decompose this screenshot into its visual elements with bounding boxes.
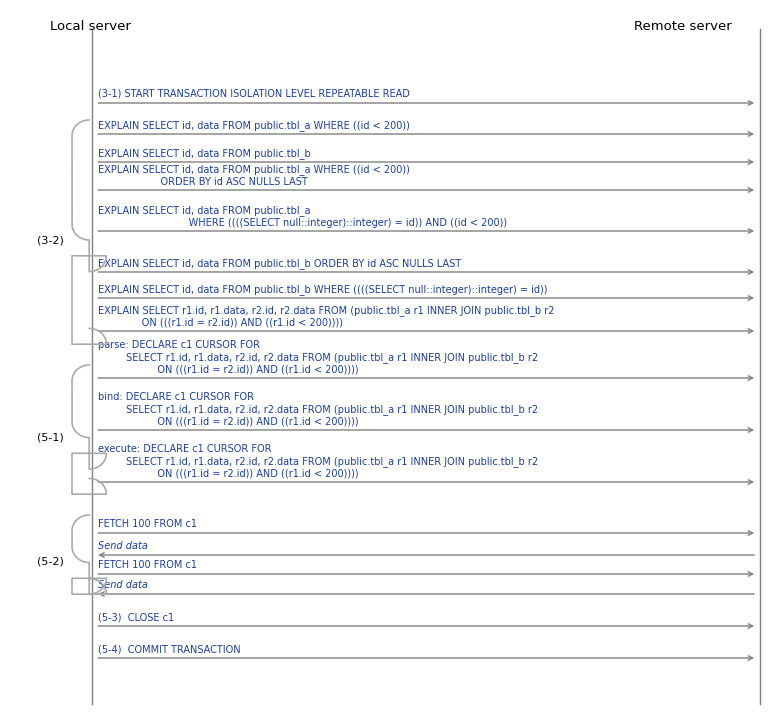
Text: EXPLAIN SELECT id, data FROM public.tbl_b WHERE ((((SELECT null::integer)::integ: EXPLAIN SELECT id, data FROM public.tbl_… xyxy=(98,284,547,295)
Text: EXPLAIN SELECT id, data FROM public.tbl_a WHERE ((id < 200)): EXPLAIN SELECT id, data FROM public.tbl_… xyxy=(98,120,410,131)
Text: FETCH 100 FROM c1: FETCH 100 FROM c1 xyxy=(98,519,197,529)
Text: (5-1): (5-1) xyxy=(38,432,64,442)
Text: (3-2): (3-2) xyxy=(37,235,64,245)
Text: parse: DECLARE c1 CURSOR FOR
         SELECT r1.id, r1.data, r2.id, r2.data FROM: parse: DECLARE c1 CURSOR FOR SELECT r1.i… xyxy=(98,340,538,375)
Text: Local server: Local server xyxy=(50,20,131,33)
Text: EXPLAIN SELECT id, data FROM public.tbl_a
                             WHERE (((: EXPLAIN SELECT id, data FROM public.tbl_… xyxy=(98,205,507,228)
Text: FETCH 100 FROM c1: FETCH 100 FROM c1 xyxy=(98,560,197,570)
Text: (3-1) START TRANSACTION ISOLATION LEVEL REPEATABLE READ: (3-1) START TRANSACTION ISOLATION LEVEL … xyxy=(98,89,410,99)
Text: (5-4)  COMMIT TRANSACTION: (5-4) COMMIT TRANSACTION xyxy=(98,644,240,654)
Text: EXPLAIN SELECT id, data FROM public.tbl_a WHERE ((id < 200))
                   : EXPLAIN SELECT id, data FROM public.tbl_… xyxy=(98,164,410,187)
Text: execute: DECLARE c1 CURSOR FOR
         SELECT r1.id, r1.data, r2.id, r2.data FR: execute: DECLARE c1 CURSOR FOR SELECT r1… xyxy=(98,444,538,479)
Text: (5-3)  CLOSE c1: (5-3) CLOSE c1 xyxy=(98,612,174,622)
Text: EXPLAIN SELECT id, data FROM public.tbl_b ORDER BY id ASC NULLS LAST: EXPLAIN SELECT id, data FROM public.tbl_… xyxy=(98,258,461,269)
Text: EXPLAIN SELECT id, data FROM public.tbl_b: EXPLAIN SELECT id, data FROM public.tbl_… xyxy=(98,148,310,159)
Text: Remote server: Remote server xyxy=(634,20,732,33)
Text: EXPLAIN SELECT r1.id, r1.data, r2.id, r2.data FROM (public.tbl_a r1 INNER JOIN p: EXPLAIN SELECT r1.id, r1.data, r2.id, r2… xyxy=(98,305,554,328)
Text: (5-2): (5-2) xyxy=(37,557,64,567)
Text: Send data: Send data xyxy=(98,580,148,590)
Text: Send data: Send data xyxy=(98,541,148,551)
Text: bind: DECLARE c1 CURSOR FOR
         SELECT r1.id, r1.data, r2.id, r2.data FROM : bind: DECLARE c1 CURSOR FOR SELECT r1.id… xyxy=(98,392,538,427)
